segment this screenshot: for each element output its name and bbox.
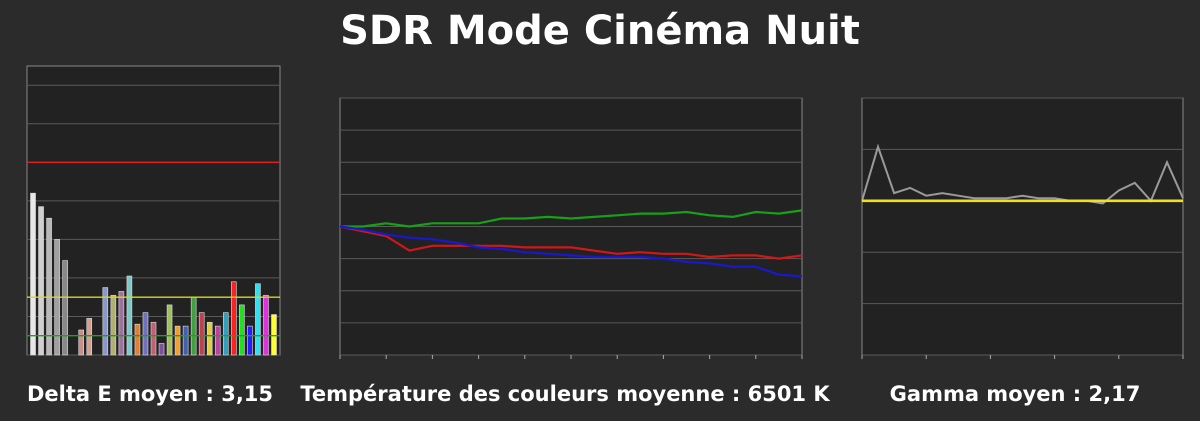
bar (86, 318, 93, 356)
bar (102, 287, 109, 356)
bar (46, 217, 52, 356)
temperature-caption: Température des couleurs moyenne : 6501 … (300, 382, 830, 406)
bar (110, 294, 117, 356)
bar (126, 275, 133, 356)
delta-e-chart (26, 65, 281, 356)
bar (223, 312, 229, 356)
bar (247, 325, 253, 356)
bar (78, 329, 84, 356)
series-line (339, 225, 803, 260)
bar (166, 304, 173, 356)
bar (206, 321, 213, 356)
bar (231, 281, 237, 356)
bar (142, 312, 149, 356)
bar (255, 283, 261, 356)
series-line (340, 209, 803, 228)
gamma-chart (861, 97, 1184, 359)
delta-e-caption: Delta E moyen : 3,15 (26, 382, 274, 406)
series-line (861, 143, 1184, 205)
bar (174, 325, 181, 356)
bar (38, 206, 44, 356)
bar (263, 294, 269, 356)
bar (158, 343, 165, 356)
plot-area (26, 65, 281, 356)
bar (118, 291, 125, 356)
bar (30, 192, 36, 356)
bar (134, 323, 141, 356)
bar (239, 304, 245, 356)
series-line (339, 225, 803, 278)
bar (198, 312, 205, 356)
bar (271, 314, 277, 356)
bar (62, 260, 68, 356)
gamma-caption: Gamma moyen : 2,17 (889, 382, 1141, 406)
plot-area (861, 97, 1184, 356)
bar (182, 325, 189, 356)
bar (214, 325, 221, 356)
bar (150, 321, 157, 356)
rgb-balance-chart (339, 97, 803, 359)
page-title: SDR Mode Cinéma Nuit (340, 8, 860, 54)
